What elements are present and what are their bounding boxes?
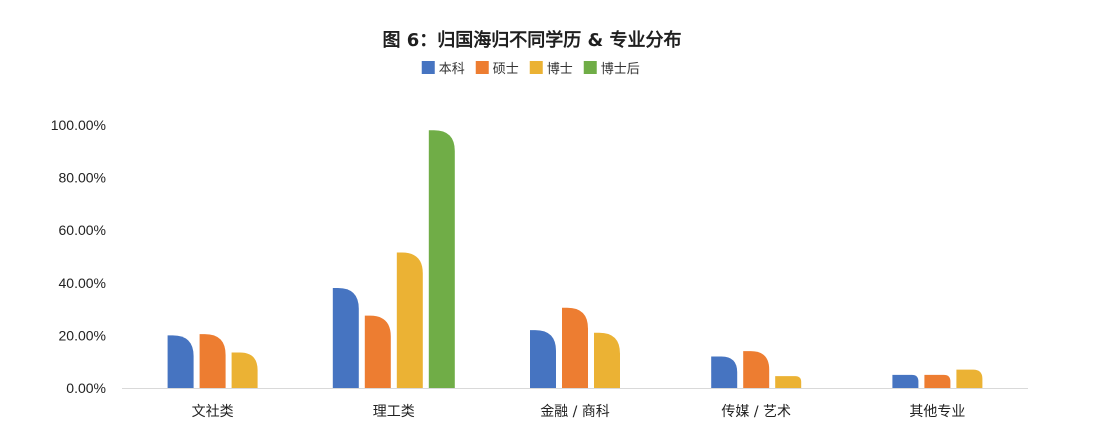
bar-0-1 [199, 334, 226, 388]
legend-label-2: 博士 [547, 62, 573, 77]
bar-3-2 [775, 376, 802, 388]
bars [167, 130, 983, 388]
bar-3-0 [711, 356, 738, 388]
y-tick-label: 40.00% [59, 275, 106, 291]
bar-2-0 [530, 330, 556, 388]
legend-swatch-2 [529, 61, 543, 74]
bar-2-1 [562, 307, 588, 388]
legend-label-0: 本科 [439, 62, 465, 77]
bar-0-2 [231, 352, 258, 388]
y-tick-label: 80.00% [59, 170, 106, 186]
bar-4-1 [924, 374, 951, 388]
bar-0-0 [167, 335, 194, 388]
legend: 本科 硕士 博士 博士后 [421, 61, 640, 77]
legend-swatch-1 [475, 61, 489, 74]
bar-1-3 [428, 130, 455, 388]
x-tick-label: 其他专业 [909, 404, 965, 420]
x-tick-label: 理工类 [373, 404, 415, 420]
bar-1-2 [396, 252, 423, 388]
bar-3-1 [743, 351, 770, 388]
legend-swatch-0 [421, 61, 435, 74]
bar-1-1 [364, 315, 391, 388]
bar-4-0 [892, 374, 919, 388]
x-tick-label: 金融 / 商科 [540, 404, 610, 420]
x-axis: 文社类 理工类 金融 / 商科 传媒 / 艺术 其他专业 [192, 404, 966, 420]
y-tick-label: 0.00% [66, 380, 106, 396]
legend-swatch-3 [583, 61, 597, 74]
x-tick-label: 传媒 / 艺术 [721, 404, 791, 420]
bar-4-2 [956, 369, 983, 388]
bar-1-0 [332, 288, 359, 388]
y-tick-label: 60.00% [59, 222, 106, 238]
y-tick-label: 100.00% [51, 117, 106, 133]
x-tick-label: 文社类 [192, 404, 234, 420]
legend-label-1: 硕士 [493, 62, 519, 77]
chart-title: 图 6：归国海归不同学历 & 专业分布 [382, 29, 681, 51]
y-tick-label: 20.00% [59, 327, 106, 343]
y-axis: 0.00% 20.00% 40.00% 60.00% 80.00% 100.00% [51, 117, 106, 396]
legend-label-3: 博士后 [601, 62, 640, 77]
bar-2-2 [594, 332, 620, 388]
